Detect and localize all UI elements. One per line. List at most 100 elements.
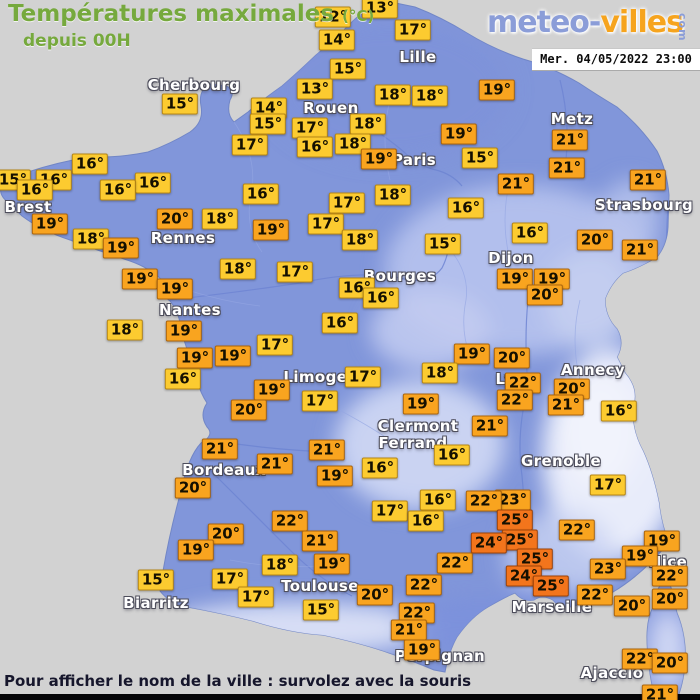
temp-label[interactable]: 17° bbox=[328, 192, 366, 214]
temp-label[interactable]: 14° bbox=[318, 29, 356, 51]
temp-label[interactable]: 19° bbox=[177, 539, 215, 561]
temp-label[interactable]: 16° bbox=[164, 368, 202, 390]
temp-label[interactable]: 21° bbox=[551, 129, 589, 151]
temp-label[interactable]: 20° bbox=[174, 477, 212, 499]
temp-label[interactable]: 20° bbox=[230, 399, 268, 421]
temp-label[interactable]: 18° bbox=[374, 184, 412, 206]
temp-label[interactable]: 16° bbox=[362, 287, 400, 309]
temp-label[interactable]: 18° bbox=[72, 228, 110, 250]
temp-label[interactable]: 18° bbox=[411, 85, 449, 107]
temp-label[interactable]: 19° bbox=[121, 268, 159, 290]
temp-label[interactable]: 21° bbox=[471, 415, 509, 437]
temp-label[interactable]: 22° bbox=[576, 584, 614, 606]
temp-label[interactable]: 19° bbox=[440, 123, 478, 145]
temp-label[interactable]: 18° bbox=[106, 319, 144, 341]
temp-label[interactable]: 19° bbox=[316, 465, 354, 487]
temp-label[interactable]: 19° bbox=[313, 553, 351, 575]
temp-label[interactable]: 15° bbox=[137, 569, 175, 591]
temp-label[interactable]: 25° bbox=[496, 509, 534, 531]
temp-label[interactable]: 22° bbox=[621, 648, 659, 670]
temp-label[interactable]: 20° bbox=[156, 208, 194, 230]
temp-label[interactable]: 19° bbox=[533, 268, 571, 290]
temp-label[interactable]: 15° bbox=[302, 599, 340, 621]
temp-label[interactable]: 17° bbox=[307, 213, 345, 235]
temp-label[interactable]: 18° bbox=[341, 229, 379, 251]
temp-label[interactable]: 17° bbox=[589, 474, 627, 496]
temp-label[interactable]: 25° bbox=[532, 575, 570, 597]
temp-label[interactable]: 22° bbox=[398, 602, 436, 624]
temp-label[interactable]: 16° bbox=[511, 222, 549, 244]
temp-label[interactable]: 21° bbox=[548, 157, 586, 179]
temp-label[interactable]: 13° bbox=[296, 78, 334, 100]
temp-label[interactable]: 20° bbox=[576, 229, 614, 251]
temp-label[interactable]: 21° bbox=[301, 530, 339, 552]
temp-label[interactable]: 16° bbox=[134, 172, 172, 194]
temp-label[interactable]: 16° bbox=[99, 179, 137, 201]
temp-label[interactable]: 21° bbox=[390, 619, 428, 641]
temp-label[interactable]: 18° bbox=[349, 113, 387, 135]
temp-label[interactable]: 19° bbox=[252, 219, 290, 241]
temp-label[interactable]: 23° bbox=[494, 489, 532, 511]
temp-label[interactable]: 22° bbox=[558, 519, 596, 541]
temp-label[interactable]: 17° bbox=[256, 334, 294, 356]
temp-label[interactable]: 16° bbox=[600, 400, 638, 422]
temp-label[interactable]: 17° bbox=[394, 19, 432, 41]
temp-label[interactable]: 21° bbox=[201, 438, 239, 460]
temp-label[interactable]: 19° bbox=[31, 213, 69, 235]
temp-label[interactable]: 18° bbox=[219, 258, 257, 280]
temp-label[interactable]: 19° bbox=[403, 639, 441, 661]
temp-label[interactable]: 22° bbox=[436, 552, 474, 574]
temp-label[interactable]: 18° bbox=[201, 208, 239, 230]
temp-label[interactable]: 15° bbox=[329, 58, 367, 80]
temp-label[interactable]: 19° bbox=[253, 379, 291, 401]
temp-label[interactable]: 17° bbox=[344, 366, 382, 388]
temp-label[interactable]: 18° bbox=[421, 362, 459, 384]
meteo-villes-logo[interactable]: meteo-villes bbox=[487, 5, 684, 40]
temp-label[interactable]: 22° bbox=[504, 372, 542, 394]
temp-label[interactable]: 22° bbox=[405, 574, 443, 596]
temp-label[interactable]: 20° bbox=[526, 284, 564, 306]
temp-label[interactable]: 13° bbox=[361, 0, 399, 19]
temp-label[interactable]: 16° bbox=[321, 312, 359, 334]
temp-label[interactable]: 20° bbox=[207, 523, 245, 545]
temp-label[interactable]: 20° bbox=[651, 588, 689, 610]
temp-label[interactable]: 19° bbox=[156, 278, 194, 300]
temp-label[interactable]: 21° bbox=[629, 169, 667, 191]
temp-label[interactable]: 19° bbox=[176, 347, 214, 369]
temp-label[interactable]: 19° bbox=[478, 79, 516, 101]
temp-label[interactable]: 22° bbox=[271, 510, 309, 532]
temp-label[interactable]: 17° bbox=[237, 586, 275, 608]
temp-label[interactable]: 16° bbox=[296, 136, 334, 158]
temp-label[interactable]: 25° bbox=[516, 548, 554, 570]
temp-label[interactable]: 16° bbox=[419, 489, 457, 511]
temp-label[interactable]: 15° bbox=[461, 147, 499, 169]
temp-label[interactable]: 15° bbox=[249, 113, 287, 135]
temp-label[interactable]: 17° bbox=[371, 500, 409, 522]
temp-label[interactable]: 16° bbox=[16, 179, 54, 201]
temp-label[interactable]: 21° bbox=[621, 239, 659, 261]
temp-label[interactable]: 16° bbox=[361, 457, 399, 479]
temp-label[interactable]: 17° bbox=[291, 117, 329, 139]
temp-label[interactable]: 24° bbox=[470, 532, 508, 554]
temp-label[interactable]: 12° bbox=[314, 6, 352, 28]
temp-label[interactable]: 18° bbox=[261, 554, 299, 576]
temp-label[interactable]: 20° bbox=[493, 347, 531, 369]
temp-label[interactable]: 22° bbox=[651, 565, 689, 587]
temp-label[interactable]: 19° bbox=[496, 268, 534, 290]
temp-label[interactable]: 16° bbox=[433, 444, 471, 466]
temp-label[interactable]: 18° bbox=[374, 84, 412, 106]
temp-label[interactable]: 17° bbox=[211, 568, 249, 590]
temp-label[interactable]: 21° bbox=[641, 684, 679, 700]
temp-label[interactable]: 17° bbox=[276, 261, 314, 283]
temp-label[interactable]: 19° bbox=[621, 545, 659, 567]
temp-label[interactable]: 21° bbox=[497, 173, 535, 195]
temp-label[interactable]: 19° bbox=[102, 237, 140, 259]
temp-label[interactable]: 22° bbox=[496, 389, 534, 411]
temp-label[interactable]: 22° bbox=[465, 490, 503, 512]
temp-label[interactable]: 19° bbox=[165, 320, 203, 342]
temp-label[interactable]: 25° bbox=[501, 529, 539, 551]
temp-label[interactable]: 21° bbox=[547, 394, 585, 416]
temp-label[interactable]: 19° bbox=[453, 343, 491, 365]
temp-label[interactable]: 19° bbox=[402, 393, 440, 415]
temp-label[interactable]: 17° bbox=[301, 390, 339, 412]
